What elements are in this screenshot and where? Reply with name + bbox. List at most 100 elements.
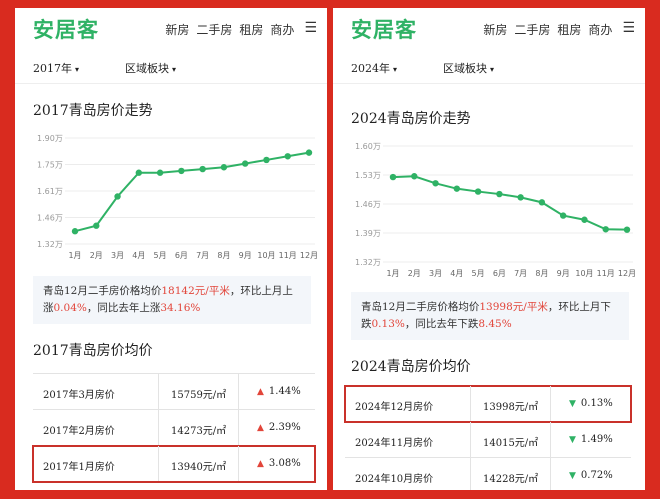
area-dropdown[interactable]: 区域板块 ▾ <box>125 62 177 75</box>
data-point[interactable] <box>411 173 418 180</box>
avg-title: 2024青岛房价均价 <box>351 359 471 375</box>
data-point[interactable] <box>241 160 249 167</box>
yoy-change: 8.45% <box>478 318 512 330</box>
data-point[interactable] <box>135 169 143 176</box>
chevron-down-icon: ▾ <box>393 65 398 74</box>
price-trend-chart: 1.60万 1.53万 1.46万 1.39万 1.32万 1月 2月 3月 4月 5月 6月 7月 8… <box>355 142 636 278</box>
nav-new-house[interactable]: 新房 <box>483 23 508 37</box>
avg-title: 2017青岛房价均价 <box>33 343 153 359</box>
y-tick-label: 1.75万 <box>37 161 63 170</box>
data-point[interactable] <box>156 169 164 176</box>
data-point[interactable] <box>389 173 397 181</box>
data-point[interactable] <box>559 212 567 219</box>
up-arrow-icon: ▲ <box>257 459 264 469</box>
data-point[interactable] <box>453 185 461 192</box>
chevron-down-icon: ▾ <box>172 65 177 74</box>
data-point[interactable] <box>496 190 503 198</box>
x-tick-label: 2月 <box>90 251 103 260</box>
y-tick-label: 1.60万 <box>355 142 381 151</box>
avg-price: 18142元/平米 <box>161 285 230 297</box>
y-tick-label: 1.32万 <box>37 240 63 249</box>
x-tick-label: 1月 <box>68 251 81 260</box>
nav-second-hand[interactable]: 二手房 <box>196 23 233 37</box>
series-line <box>74 151 310 233</box>
x-tick-label: 5月 <box>154 251 167 260</box>
data-point[interactable] <box>602 226 609 233</box>
summary-box: 青岛12月二手房价格均价18142元/平米，环比上月上涨0.04%，同比去年上涨… <box>33 276 311 324</box>
x-tick-label: 1月 <box>386 269 399 278</box>
nav-commercial[interactable]: 商办 <box>588 23 613 37</box>
data-point[interactable] <box>93 222 100 229</box>
price-trend-chart: 1.90万 1.75万 1.61万 1.46万 1.32万 1月 2月 3月 4月 5月 6月 7月 8… <box>37 134 318 260</box>
up-arrow-icon: ▲ <box>257 387 264 397</box>
mom-change: 0.04% <box>53 302 87 314</box>
y-tick-label: 1.90万 <box>37 134 63 143</box>
year-dropdown[interactable]: 2024年 ▾ <box>351 62 398 75</box>
down-arrow-icon: ▼ <box>569 435 576 445</box>
nav-commercial[interactable]: 商办 <box>270 23 295 37</box>
data-point[interactable] <box>178 167 185 175</box>
top-nav: 新房 二手房 租房 商办 ☰ <box>483 21 635 38</box>
hamburger-icon[interactable]: ☰ <box>304 20 317 36</box>
nav-second-hand[interactable]: 二手房 <box>514 23 551 37</box>
nav-rent[interactable]: 租房 <box>239 23 264 37</box>
year-dropdown[interactable]: 2017年 ▾ <box>33 62 80 75</box>
x-tick-label: 8月 <box>535 269 548 278</box>
x-tick-label: 12月 <box>300 251 318 260</box>
avg-price: 13998元/平米 <box>479 301 548 313</box>
yoy-change: 34.16% <box>160 302 201 314</box>
data-point[interactable] <box>199 165 206 173</box>
data-point[interactable] <box>623 226 631 233</box>
data-point[interactable] <box>581 216 588 223</box>
data-point[interactable] <box>71 228 79 235</box>
table-row[interactable]: 2017年3月房价 15759元/㎡ ▲ 1.44% <box>33 374 315 410</box>
data-point[interactable] <box>263 156 270 164</box>
summary-box: 青岛12月二手房价格均价13998元/平米，环比上月下跌0.13%，同比去年下跌… <box>351 292 629 340</box>
x-tick-label: 10月 <box>575 269 593 278</box>
data-point[interactable] <box>220 164 228 171</box>
price-table: 2017年3月房价 15759元/㎡ ▲ 1.44% 2017年2月房价 1427… <box>32 373 316 483</box>
x-tick-label: 3月 <box>111 251 124 260</box>
table-row[interactable]: 2017年2月房价 14273元/㎡ ▲ 2.39% <box>33 410 315 446</box>
data-point[interactable] <box>474 188 482 195</box>
x-tick-label: 11月 <box>597 269 615 278</box>
hamburger-icon[interactable]: ☰ <box>622 20 635 36</box>
x-tick-label: 4月 <box>132 251 145 260</box>
table-row-highlighted[interactable]: 2024年12月房价 13998元/㎡ ▼ 0.13% <box>344 385 632 423</box>
filter-bar: 2017年 ▾ 区域板块 ▾ <box>15 50 327 84</box>
x-tick-label: 3月 <box>429 269 442 278</box>
x-tick-label: 6月 <box>493 269 506 278</box>
data-point[interactable] <box>284 153 291 160</box>
x-tick-label: 11月 <box>279 251 297 260</box>
y-tick-label: 1.46万 <box>37 214 63 223</box>
nav-new-house[interactable]: 新房 <box>165 23 190 37</box>
data-point[interactable] <box>432 180 439 187</box>
down-arrow-icon: ▼ <box>569 471 576 481</box>
data-point[interactable] <box>517 194 524 201</box>
top-bar: 安居客 新房 二手房 租房 商办 ☰ <box>333 8 645 50</box>
data-point[interactable] <box>305 149 313 156</box>
x-tick-label: 7月 <box>196 251 209 260</box>
table-row[interactable]: 2024年11月房价 14015元/㎡ ▼ 1.49% <box>345 422 631 458</box>
top-bar: 安居客 新房 二手房 租房 商办 ☰ <box>15 8 327 50</box>
nav-rent[interactable]: 租房 <box>557 23 582 37</box>
price-table: 2024年12月房价 13998元/㎡ ▼ 0.13% 2024年11月房价 14… <box>344 385 632 490</box>
top-nav: 新房 二手房 租房 商办 ☰ <box>165 21 317 38</box>
x-tick-label: 10月 <box>257 251 275 260</box>
logo[interactable]: 安居客 <box>33 18 99 42</box>
data-point[interactable] <box>114 193 121 200</box>
x-tick-label: 4月 <box>450 269 463 278</box>
x-tick-label: 2月 <box>408 269 421 278</box>
trend-title: 2017青岛房价走势 <box>33 103 153 119</box>
y-tick-label: 1.39万 <box>355 229 381 238</box>
x-tick-label: 5月 <box>472 269 485 278</box>
area-dropdown[interactable]: 区域板块 ▾ <box>443 62 495 75</box>
logo[interactable]: 安居客 <box>351 18 417 42</box>
table-row[interactable]: 2024年10月房价 14228元/㎡ ▼ 0.72% <box>345 458 631 490</box>
filter-bar: 2024年 ▾ 区域板块 ▾ <box>333 50 645 84</box>
x-tick-label: 8月 <box>217 251 230 260</box>
x-tick-label: 9月 <box>557 269 570 278</box>
table-row-highlighted[interactable]: 2017年1月房价 13940元/㎡ ▲ 3.08% <box>32 445 316 483</box>
data-point[interactable] <box>538 199 546 206</box>
up-arrow-icon: ▲ <box>257 423 264 433</box>
